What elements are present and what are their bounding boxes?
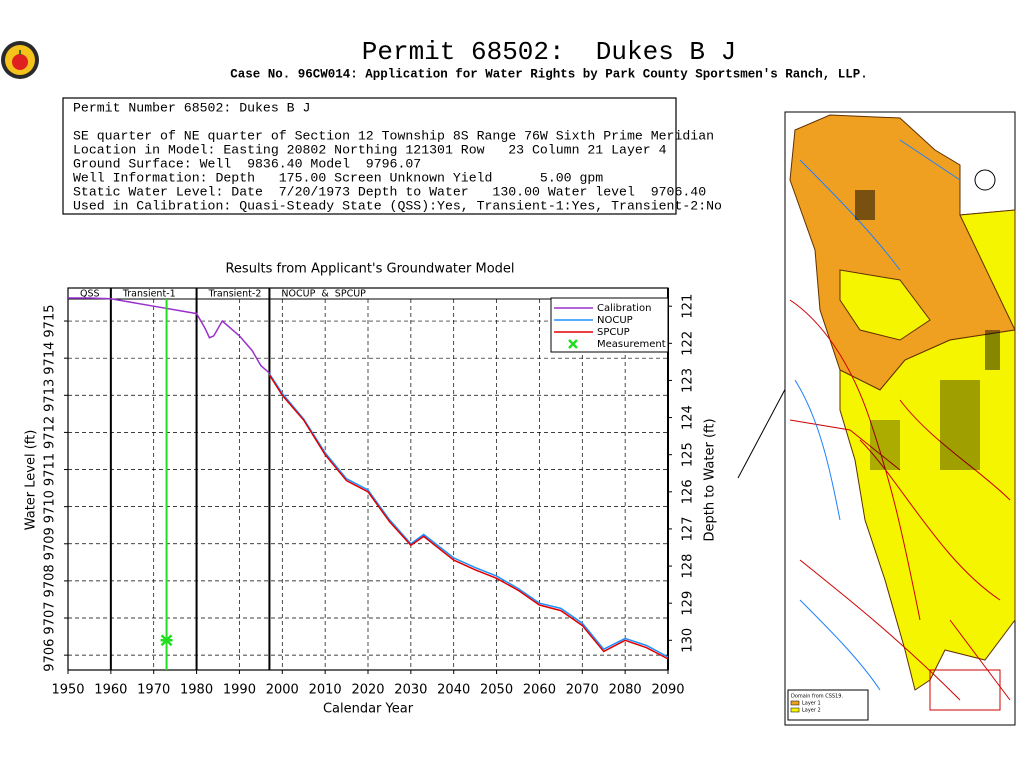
y2-tick-label: 122 bbox=[681, 331, 696, 356]
legend-label: SPCUP bbox=[597, 327, 630, 338]
y2-tick-label: 128 bbox=[681, 554, 696, 579]
y-tick-label: 9711 bbox=[43, 453, 58, 486]
y2-tick-label: 126 bbox=[681, 479, 696, 504]
series-line bbox=[68, 297, 270, 374]
info-line: Used in Calibration: Quasi-Steady State … bbox=[73, 198, 722, 213]
y-tick-label: 9709 bbox=[43, 527, 58, 560]
map-legend-label: Layer 2 bbox=[802, 708, 821, 714]
info-line: Well Information: Depth 175.00 Screen Un… bbox=[73, 170, 603, 185]
y-tick-label: 9715 bbox=[43, 304, 58, 337]
map-legend-title: Domain from CSS19. bbox=[791, 694, 843, 700]
x-tick-label: 1990 bbox=[223, 683, 256, 698]
series-line bbox=[268, 374, 669, 660]
period-label: Transient-2 bbox=[208, 289, 262, 300]
x-tick-label: 2000 bbox=[266, 683, 299, 698]
chart-title: Results from Applicant's Groundwater Mod… bbox=[225, 262, 514, 277]
x-tick-label: 2060 bbox=[523, 683, 556, 698]
y2-tick-label: 129 bbox=[681, 591, 696, 616]
legend-label: Calibration bbox=[597, 303, 651, 314]
y-tick-label: 9706 bbox=[43, 639, 58, 672]
y-tick-label: 9714 bbox=[43, 342, 58, 375]
y2-tick-label: 127 bbox=[681, 517, 696, 542]
x-tick-label: 2070 bbox=[566, 683, 599, 698]
x-tick-label: 2010 bbox=[309, 683, 342, 698]
map: Domain from CSS19. Layer 1 Layer 2 bbox=[737, 111, 1016, 726]
info-line: Location in Model: Easting 20802 Northin… bbox=[73, 142, 667, 157]
page-subtitle: Case No. 96CW014: Application for Water … bbox=[230, 67, 868, 81]
x-tick-label: 2030 bbox=[394, 683, 427, 698]
info-line: Static Water Level: Date 7/20/1973 Depth… bbox=[73, 184, 706, 199]
page-title: Permit 68502: Dukes B J bbox=[362, 37, 736, 67]
info-line: Ground Surface: Well 9836.40 Model 9796.… bbox=[73, 156, 421, 171]
legend-label: NOCUP bbox=[597, 315, 633, 326]
period-label: NOCUP & SPCUP bbox=[281, 289, 366, 300]
x-tick-label: 1980 bbox=[180, 683, 213, 698]
y2-tick-label: 124 bbox=[681, 405, 696, 430]
x-tick-label: 1960 bbox=[94, 683, 127, 698]
x-tick-label: 1970 bbox=[137, 683, 170, 698]
x-tick-label: 2050 bbox=[480, 683, 513, 698]
y-tick-label: 9713 bbox=[43, 379, 58, 412]
x-tick-label: 2040 bbox=[437, 683, 470, 698]
y-tick-label: 9708 bbox=[43, 564, 58, 597]
period-label: Transient-1 bbox=[122, 289, 176, 300]
info-line: Permit Number 68502: Dukes B J bbox=[73, 100, 310, 115]
y2-tick-label: 121 bbox=[681, 294, 696, 319]
x-tick-label: 1950 bbox=[51, 683, 84, 698]
chart: Results from Applicant's Groundwater Mod… bbox=[24, 262, 718, 717]
period-label: QSS bbox=[80, 289, 100, 300]
logo bbox=[1, 41, 39, 79]
y2-axis-label: Depth to Water (ft) bbox=[703, 418, 718, 541]
legend-label: Measurement bbox=[597, 339, 666, 350]
y-tick-label: 9712 bbox=[43, 416, 58, 449]
y2-tick-label: 130 bbox=[681, 628, 696, 653]
x-tick-label: 2090 bbox=[651, 683, 684, 698]
info-line: SE quarter of NE quarter of Section 12 T… bbox=[73, 128, 714, 143]
info-lines: Permit Number 68502: Dukes B J SE quarter… bbox=[73, 100, 722, 213]
x-tick-label: 2020 bbox=[351, 683, 384, 698]
measurement-marker bbox=[160, 634, 173, 647]
y-tick-label: 9710 bbox=[43, 490, 58, 523]
series-line bbox=[268, 373, 669, 658]
y2-tick-label: 123 bbox=[681, 368, 696, 393]
x-tick-label: 2080 bbox=[609, 683, 642, 698]
legend-marker bbox=[568, 339, 578, 349]
info-box bbox=[62, 97, 677, 215]
x-axis-label: Calendar Year bbox=[323, 702, 414, 717]
y2-tick-label: 125 bbox=[681, 442, 696, 467]
y-axis-label: Water Level (ft) bbox=[24, 430, 39, 531]
map-legend-label: Layer 1 bbox=[802, 701, 821, 707]
y-tick-label: 9707 bbox=[43, 601, 58, 634]
